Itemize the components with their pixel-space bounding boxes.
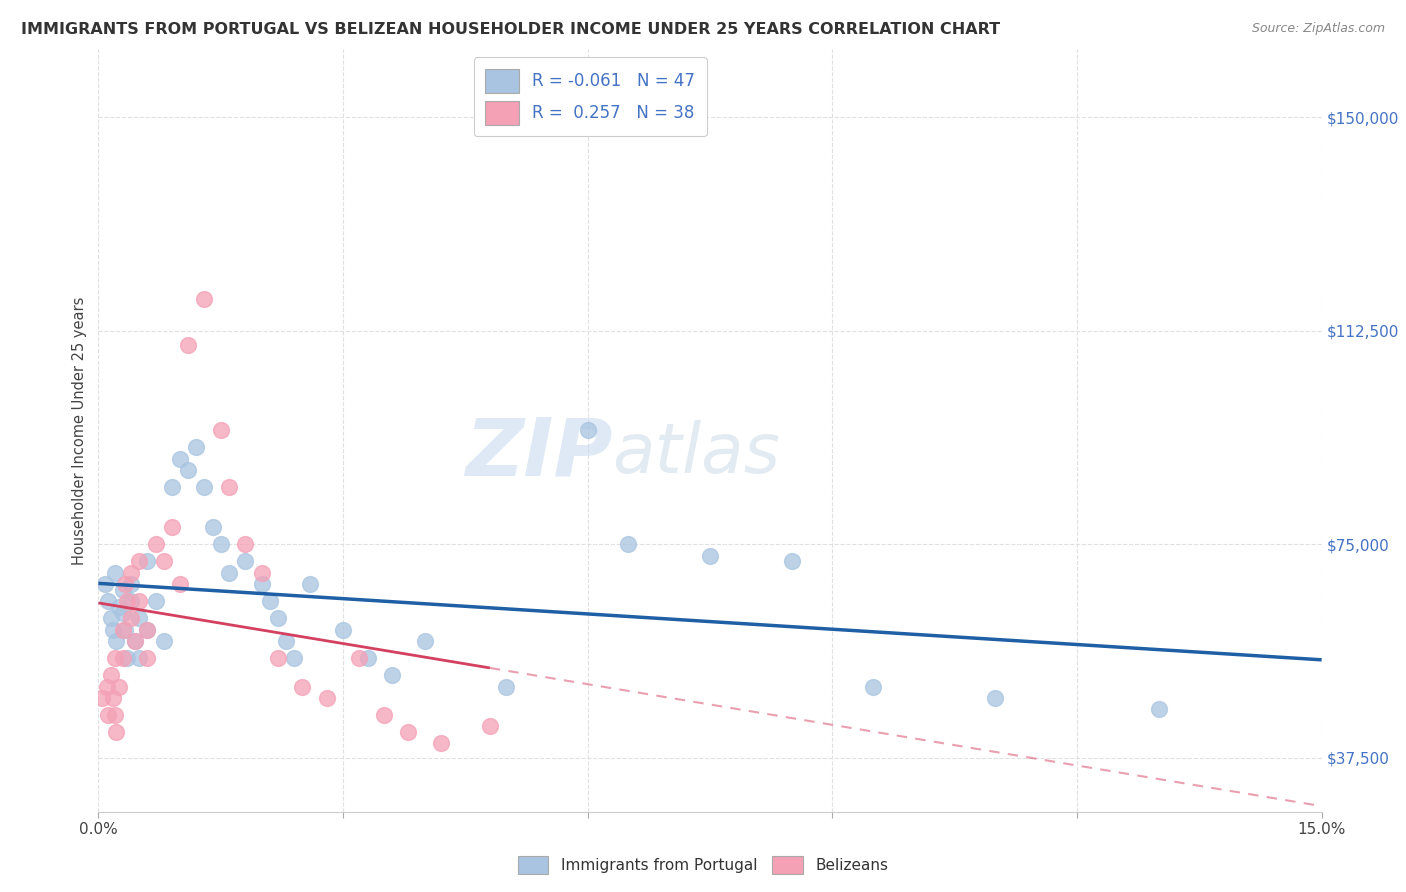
Point (250, 566, 273, 580)
Point (699, 549, 721, 563)
Point (299, 577, 322, 591)
Text: atlas: atlas (612, 420, 780, 487)
Point (381, 668, 404, 682)
Point (152, 554, 174, 568)
Legend: Immigrants from Portugal, Belizeans: Immigrants from Portugal, Belizeans (512, 850, 894, 880)
Point (169, 577, 191, 591)
Point (104, 651, 127, 665)
Point (101, 623, 124, 637)
Point (291, 680, 314, 694)
Point (186, 441, 208, 455)
Point (114, 623, 136, 637)
Point (124, 634, 146, 648)
Point (209, 537, 232, 551)
Point (233, 554, 256, 568)
Point (108, 680, 131, 694)
Point (413, 634, 436, 648)
Point (274, 634, 297, 648)
Point (128, 554, 150, 568)
Point (96, 680, 118, 694)
Point (576, 424, 599, 438)
Point (128, 611, 150, 625)
Point (177, 463, 200, 477)
Point (315, 690, 337, 705)
Point (136, 623, 159, 637)
Point (145, 594, 167, 608)
Point (128, 594, 150, 608)
Text: IMMIGRANTS FROM PORTUGAL VS BELIZEAN HOUSEHOLDER INCOME UNDER 25 YEARS CORRELATI: IMMIGRANTS FROM PORTUGAL VS BELIZEAN HOU… (21, 22, 1000, 37)
Point (120, 611, 142, 625)
Point (94, 577, 117, 591)
Point (396, 725, 419, 739)
Point (160, 480, 183, 494)
Point (97, 708, 120, 723)
Point (193, 480, 215, 494)
Point (177, 338, 200, 352)
Point (373, 708, 395, 723)
Point (97, 594, 120, 608)
Point (267, 651, 290, 665)
Point (332, 623, 354, 637)
Point (267, 611, 290, 625)
Point (124, 634, 146, 648)
Point (193, 293, 215, 307)
Point (91, 690, 114, 705)
Point (233, 537, 256, 551)
Point (136, 651, 159, 665)
Point (862, 680, 884, 694)
Point (169, 451, 191, 466)
Point (111, 623, 134, 637)
Point (349, 651, 371, 665)
Point (120, 594, 142, 608)
Point (160, 520, 183, 534)
Point (111, 606, 134, 620)
Point (780, 554, 803, 568)
Point (111, 651, 134, 665)
Point (283, 651, 305, 665)
Point (100, 611, 122, 625)
Point (114, 577, 136, 591)
Point (104, 708, 127, 723)
Point (145, 537, 167, 551)
Point (105, 634, 128, 648)
Point (105, 725, 128, 739)
Point (108, 599, 131, 614)
Text: ZIP: ZIP (465, 414, 612, 492)
Y-axis label: Householder Income Under 25 years: Householder Income Under 25 years (72, 296, 87, 565)
Point (100, 668, 122, 682)
Point (120, 577, 142, 591)
Point (115, 651, 138, 665)
Point (259, 594, 281, 608)
Point (128, 651, 150, 665)
Point (984, 690, 1007, 705)
Point (136, 554, 159, 568)
Point (104, 566, 127, 580)
Legend: R = -0.061   N = 47, R =  0.257   N = 38: R = -0.061 N = 47, R = 0.257 N = 38 (474, 57, 707, 136)
Point (218, 566, 240, 580)
Point (201, 520, 224, 534)
Point (136, 623, 159, 637)
Point (152, 634, 174, 648)
Point (111, 582, 134, 597)
Point (115, 594, 138, 608)
Point (1147, 702, 1170, 716)
Point (250, 577, 273, 591)
Point (430, 736, 453, 750)
Point (218, 480, 240, 494)
Point (495, 680, 517, 694)
Point (120, 566, 142, 580)
Text: Source: ZipAtlas.com: Source: ZipAtlas.com (1251, 22, 1385, 36)
Point (101, 690, 124, 705)
Point (617, 537, 640, 551)
Point (209, 424, 232, 438)
Point (356, 651, 378, 665)
Point (478, 719, 501, 733)
